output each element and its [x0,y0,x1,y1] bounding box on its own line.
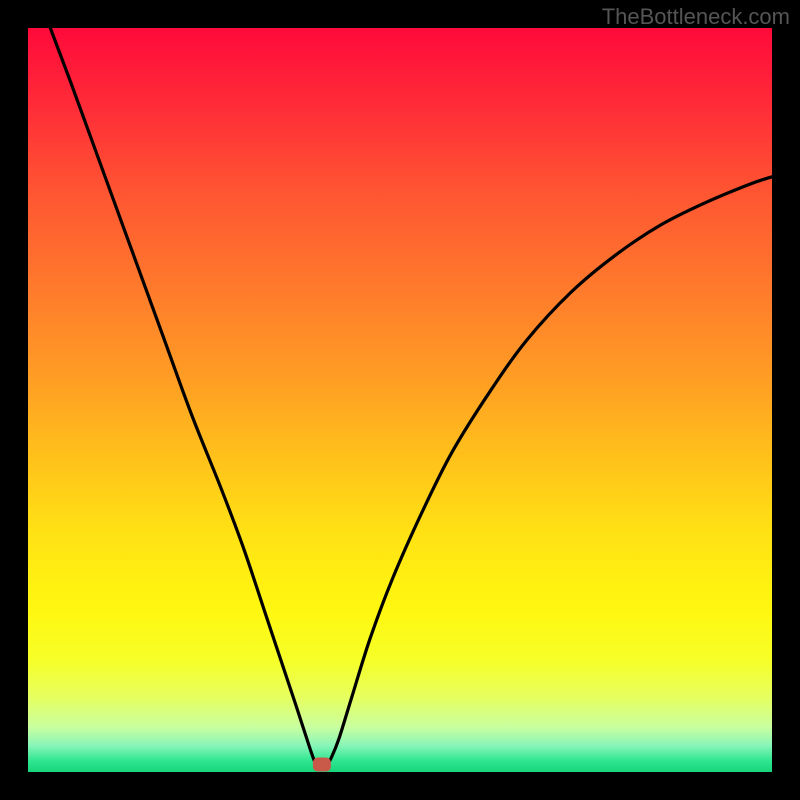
watermark-text: TheBottleneck.com [602,4,790,30]
optimal-marker [313,758,331,772]
chart-container: TheBottleneck.com [0,0,800,800]
bottleneck-chart [0,0,800,800]
plot-background [28,28,772,772]
